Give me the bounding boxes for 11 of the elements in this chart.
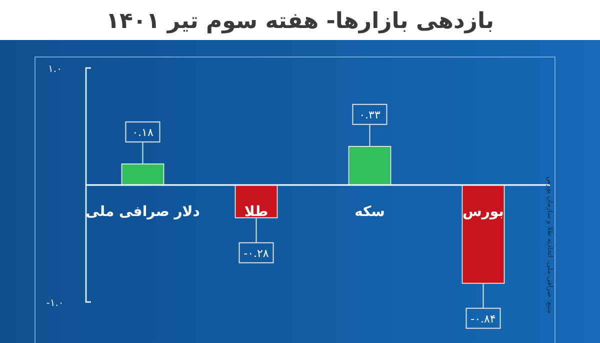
chart-title: بازدهی بازارها- هفته سوم تیر ۱۴۰۱ — [106, 9, 494, 34]
y-tick-label: -۱.۰ — [46, 298, 64, 309]
data-label: -۰.۸۴ — [470, 312, 496, 326]
x-tick-label: دلار صرافی ملی — [86, 204, 200, 220]
x-tick-label: سکه — [354, 204, 385, 220]
data-label: ۰.۱۸ — [132, 126, 154, 139]
data-label: -۰.۲۸ — [244, 246, 269, 260]
x-tick-label: بورس — [462, 204, 504, 220]
data-label: ۰.۳۳ — [359, 108, 380, 122]
y-tick-label: ۱.۰ — [48, 64, 62, 75]
x-tick-label: طلا — [244, 204, 268, 220]
